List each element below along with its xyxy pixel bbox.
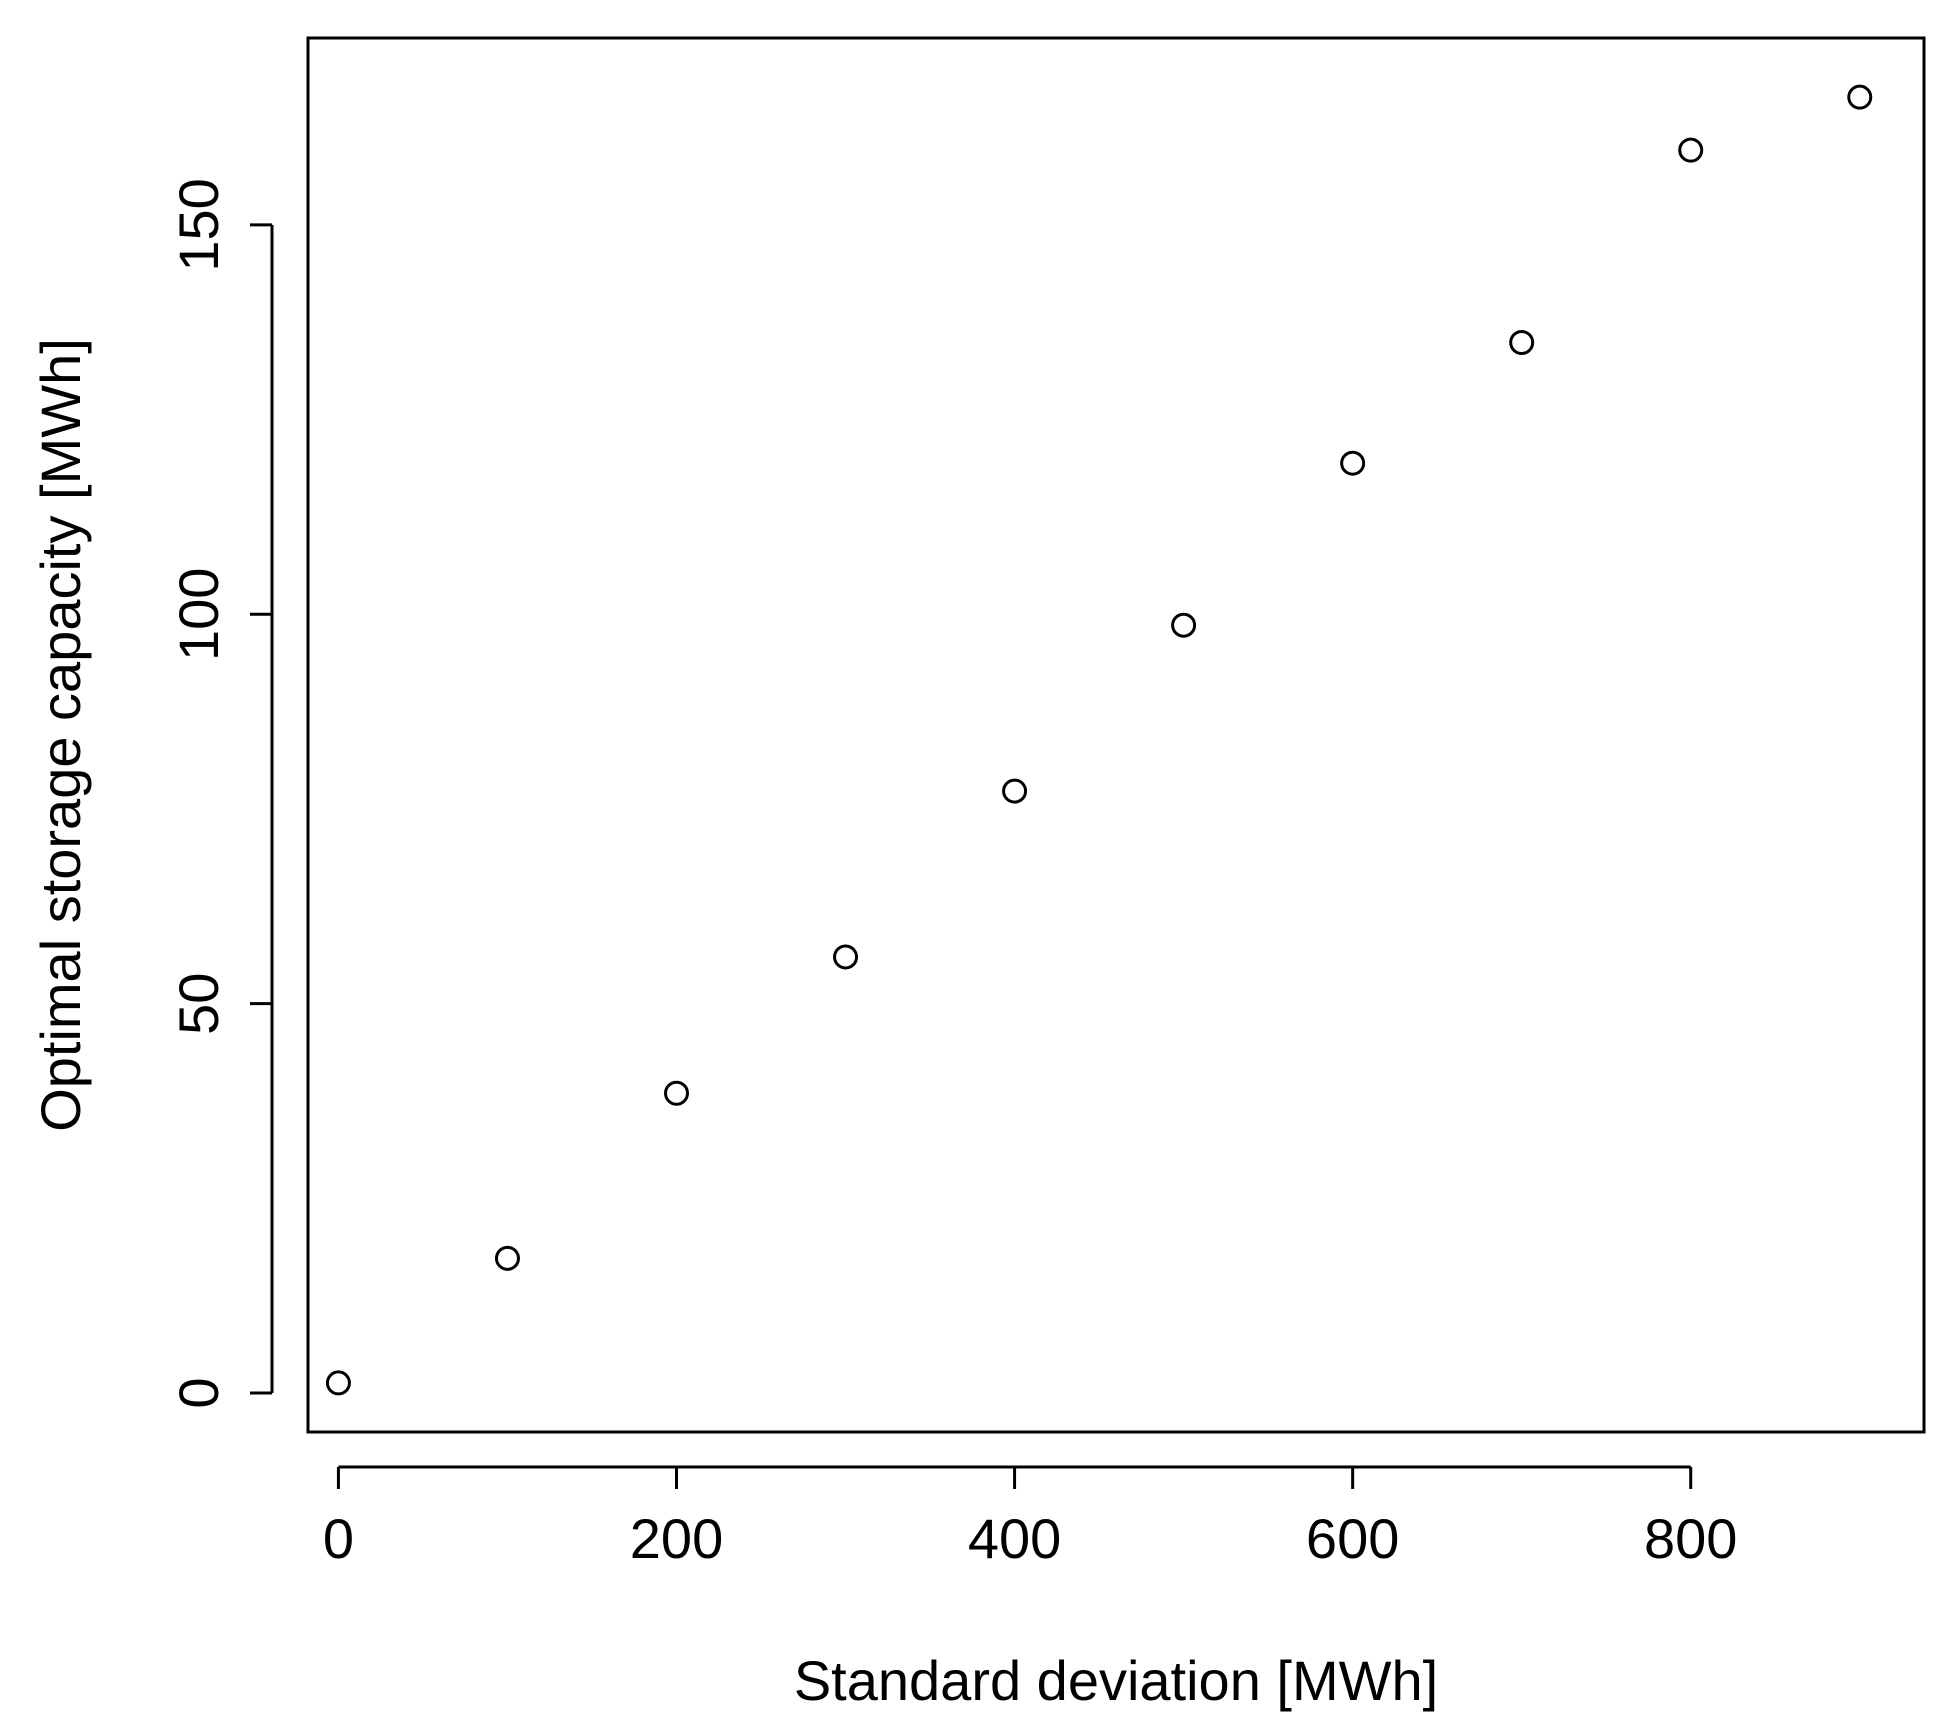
y-tick-label: 50 xyxy=(167,973,230,1035)
data-point xyxy=(494,1245,520,1271)
data-point xyxy=(1171,612,1197,638)
y-tick-label: 0 xyxy=(167,1377,230,1408)
data-point xyxy=(1509,329,1535,355)
points-layer xyxy=(325,84,1873,1396)
y-tick-label: 100 xyxy=(167,568,230,661)
y-tick-label: 150 xyxy=(167,178,230,271)
data-point xyxy=(664,1080,690,1106)
x-tick-label: 400 xyxy=(968,1507,1061,1570)
x-tick-label: 200 xyxy=(630,1507,723,1570)
x-tick-label: 0 xyxy=(323,1507,354,1570)
x-tick-label: 800 xyxy=(1644,1507,1737,1570)
x-tick-label: 600 xyxy=(1306,1507,1399,1570)
axes-layer: 0 200 400 600 800 0 50 100 150 xyxy=(167,36,1926,1570)
plot-frame xyxy=(306,36,1926,1434)
data-point xyxy=(325,1370,351,1396)
data-point xyxy=(1002,778,1028,804)
data-point xyxy=(1678,137,1704,163)
x-axis-title: Standard deviation [MWh] xyxy=(794,1649,1438,1712)
y-axis-title: Optimal storage capacity [MWh] xyxy=(29,338,92,1132)
data-point xyxy=(833,944,859,970)
data-point xyxy=(1340,450,1366,476)
data-point xyxy=(1847,84,1873,110)
